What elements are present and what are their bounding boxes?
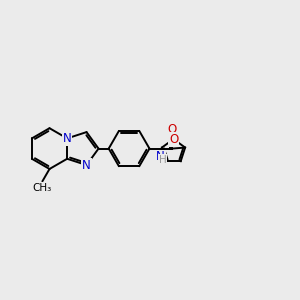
Text: N: N [82, 159, 91, 172]
Text: N: N [156, 150, 165, 163]
Text: O: O [169, 133, 178, 146]
Text: H: H [159, 155, 167, 165]
Text: O: O [167, 123, 176, 136]
Text: N: N [63, 132, 71, 145]
Text: CH₃: CH₃ [33, 183, 52, 193]
